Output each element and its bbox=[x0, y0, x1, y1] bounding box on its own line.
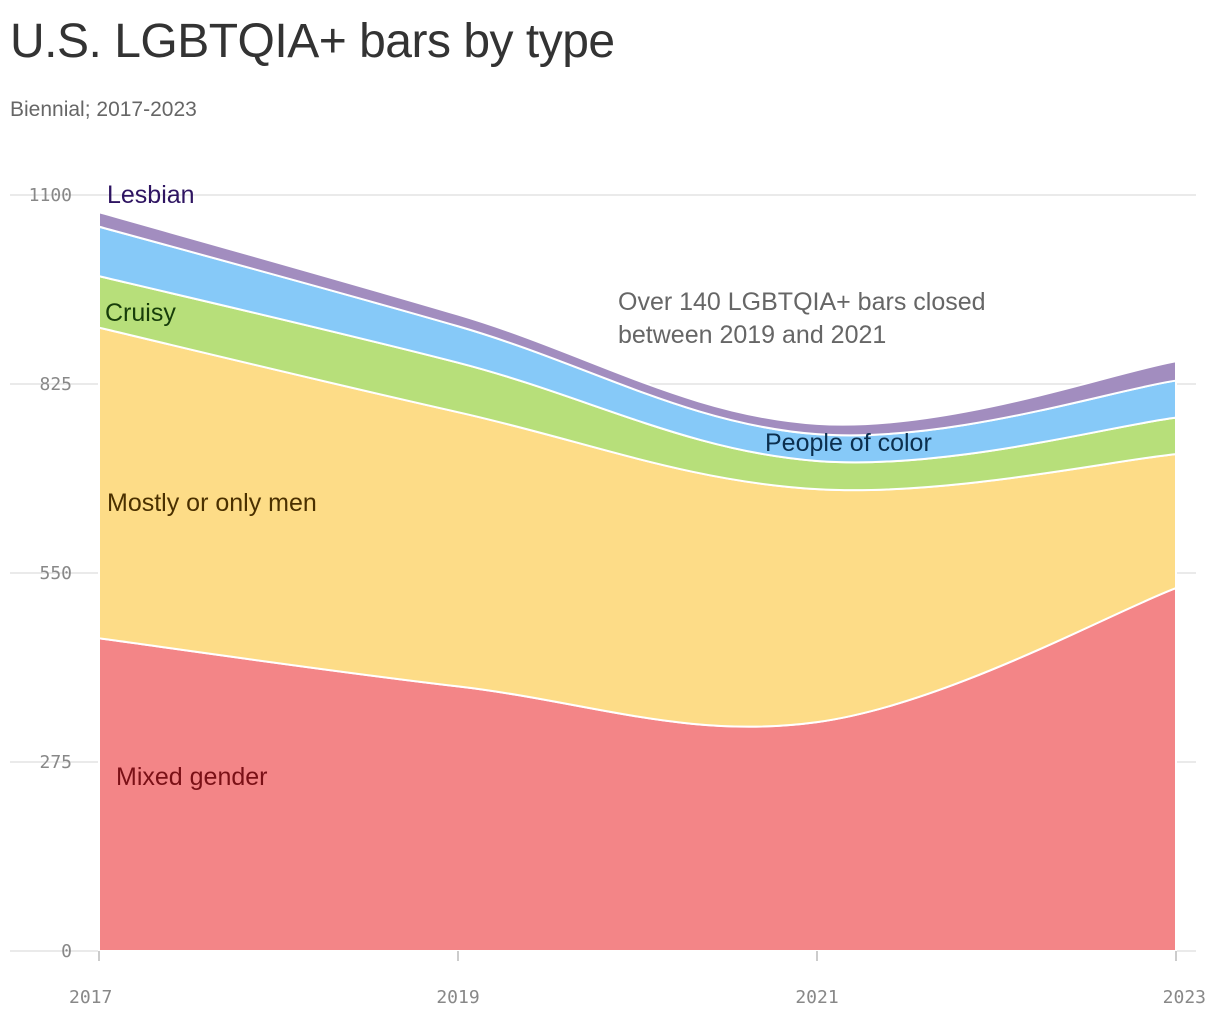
y-tick-label: 0 bbox=[61, 941, 72, 962]
area-lesbian bbox=[98, 211, 1177, 437]
series-label-mostly-or-only-men: Mostly or only men bbox=[107, 489, 317, 517]
x-tick-label: 2023 bbox=[1163, 987, 1206, 1008]
y-tick-label: 1100 bbox=[29, 185, 72, 206]
series-label-mixed-gender: Mixed gender bbox=[116, 763, 267, 791]
chart-subtitle: Biennial; 2017-2023 bbox=[10, 98, 197, 121]
series-label-people-of-color: People of color bbox=[765, 429, 932, 457]
x-tick-label: 2021 bbox=[795, 987, 838, 1008]
y-tick-label: 550 bbox=[39, 563, 72, 584]
x-tick-label: 2019 bbox=[436, 987, 479, 1008]
chart-annotation: Over 140 LGBTQIA+ bars closed between 20… bbox=[618, 288, 992, 349]
axes: 0 275 550 825 1100 2017 2019 2021 2023 bbox=[29, 185, 1206, 1008]
chart-title: U.S. LGBTQIA+ bars by type bbox=[10, 15, 615, 68]
annotation-line-1: Over 140 LGBTQIA+ bars closed bbox=[618, 288, 986, 316]
area-series bbox=[98, 211, 1177, 953]
y-tick-label: 275 bbox=[39, 752, 72, 773]
series-label-lesbian: Lesbian bbox=[107, 181, 195, 209]
annotation-line-2: between 2019 and 2021 bbox=[618, 321, 886, 349]
series-label-cruisy: Cruisy bbox=[105, 299, 176, 327]
x-tick-label: 2017 bbox=[69, 987, 112, 1008]
series-labels: Mixed gender Mostly or only men Cruisy Peop… bbox=[105, 181, 932, 791]
y-tick-label: 825 bbox=[39, 374, 72, 395]
